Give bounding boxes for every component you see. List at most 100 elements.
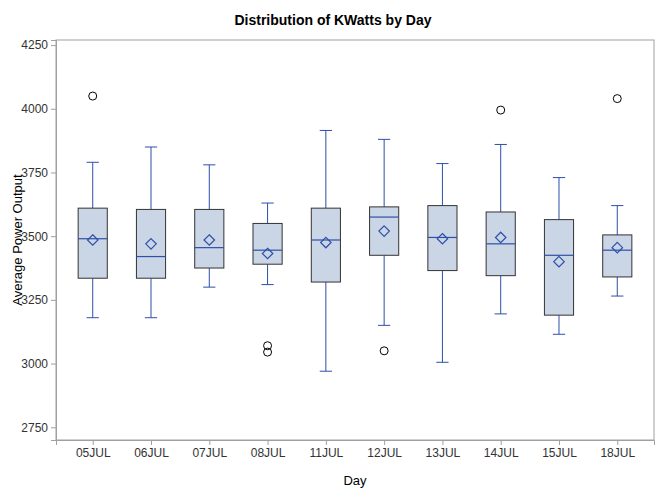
x-tick-mark [442,440,443,445]
x-axis-line [57,441,655,446]
box-body [603,235,632,277]
whisker-cap [261,284,273,285]
y-tick-mark [51,109,56,110]
box [544,178,573,335]
box [428,164,457,363]
y-tick-label: 2750 [21,421,48,435]
whisker-cap [553,334,565,335]
x-tick: 07JUL [192,440,227,460]
y-tick: 3750 [21,166,56,180]
x-tick-mark [501,440,502,445]
x-tick-mark [617,440,618,445]
whisker-cap [320,371,332,372]
y-tick-mark [51,300,56,301]
y-tick-label: 4250 [21,38,48,52]
x-tick-mark [326,440,327,445]
mean [554,256,564,266]
mean [321,237,331,247]
x-tick-label: 12JUL [367,446,402,460]
x-tick-mark [559,440,560,445]
whisker-cap [495,144,507,145]
x-tick: 13JUL [426,440,461,460]
median [195,247,224,248]
y-axis: 2750300032503500375040004250 [21,38,56,440]
outlier [380,347,388,355]
x-tick-label: 08JUL [251,446,286,460]
y-axis-line [51,41,57,441]
lower-whisker [325,282,326,371]
median [428,237,457,238]
mean [204,235,214,245]
upper-whisker [442,164,443,206]
upper-whisker [384,139,385,207]
whisker-cap [203,287,215,288]
y-axis-title: Average Power Output [10,174,25,306]
upper-whisker [209,165,210,210]
x-tick-label: 18JUL [600,446,635,460]
x-tick-mark [384,440,385,445]
lower-whisker [558,315,559,334]
median [370,216,399,217]
median [603,250,632,251]
chart: Distribution of KWatts by Day 2750 3000 325… [0,0,666,500]
x-tick-label: 13JUL [426,446,461,460]
box-body [486,212,515,276]
lower-whisker [500,276,501,314]
upper-whisker [558,178,559,220]
x-tick-mark [151,440,152,445]
y-tick-mark [51,172,56,173]
mean [146,239,156,249]
box [311,130,340,371]
y-tick: 3250 [21,293,56,307]
whisker-cap [320,130,332,131]
box [136,147,165,318]
box-body [78,208,107,278]
box-body [136,209,165,278]
whisker-cap [495,313,507,314]
outlier [89,92,97,100]
y-tick-mark [51,236,56,237]
x-tick-label: 06JUL [134,446,169,460]
lower-whisker [384,255,385,325]
mean [612,242,622,252]
upper-whisker [267,203,268,223]
y-tick: 3000 [21,357,56,371]
whisker-cap [378,139,390,140]
upper-whisker [151,147,152,209]
lower-whisker [442,271,443,363]
x-tick-label: 05JUL [76,446,111,460]
x-tick: 14JUL [484,440,519,460]
y-tick: 4250 [21,38,56,52]
whisker-cap [553,177,565,178]
title: Distribution of KWatts by Day [234,12,431,28]
upper-whisker [500,144,501,212]
whisker-cap [203,164,215,165]
whisker-cap [145,317,157,318]
x-tick-label: 14JUL [484,446,519,460]
mean [495,232,505,242]
box-body [428,206,457,271]
box-body [253,223,282,264]
lower-whisker [151,278,152,317]
x-tick-mark [93,440,94,445]
plot-frame [56,40,654,440]
box [603,95,632,296]
x-tick-mark [268,440,269,445]
median [311,239,340,240]
lower-whisker [209,268,210,287]
mean [379,226,389,236]
x-tick: 05JUL [76,440,111,460]
mean [437,233,447,243]
y-tick-label: 3250 [21,293,48,307]
whisker-cap [261,203,273,204]
lower-whisker [267,264,268,284]
lower-whisker [617,277,618,296]
x-axis-title: Day [343,473,367,488]
median [78,238,107,239]
x-tick: 12JUL [367,440,402,460]
whisker-cap [378,325,390,326]
x-tick: 15JUL [542,440,577,460]
mean [87,235,97,245]
x-tick: 18JUL [600,440,635,460]
box [195,165,224,287]
